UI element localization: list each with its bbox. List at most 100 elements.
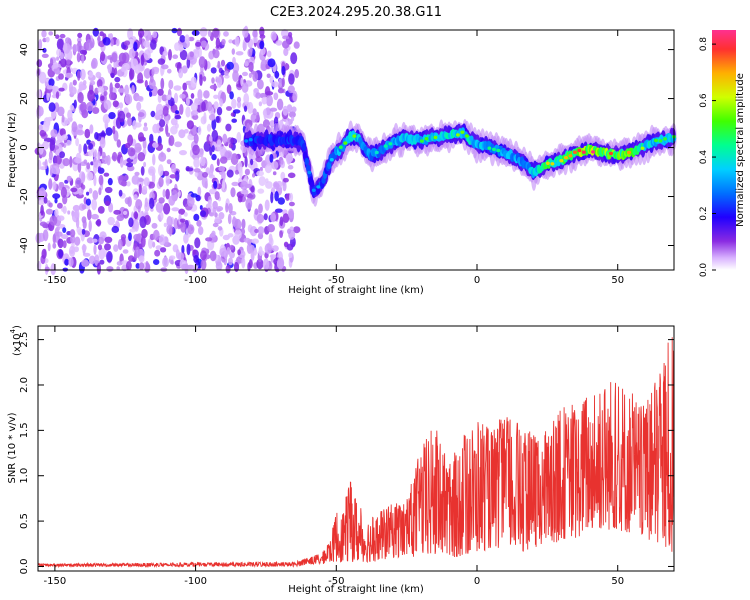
noise-speckle	[110, 38, 114, 47]
noise-speckle	[206, 123, 212, 132]
noise-speckle	[76, 129, 85, 136]
x-tick-label: 0	[474, 576, 480, 587]
noise-speckle	[259, 166, 263, 172]
noise-speckle	[181, 65, 188, 74]
noise-speckle	[160, 247, 167, 253]
noise-speckle	[148, 168, 154, 174]
noise-speckle	[244, 168, 250, 176]
noise-speckle	[127, 116, 133, 127]
noise-speckle	[286, 154, 292, 165]
noise-speckle	[162, 105, 169, 117]
noise-speckle	[256, 111, 260, 122]
noise-speckle	[174, 115, 182, 120]
noise-speckle	[82, 219, 87, 229]
noise-speckle	[137, 112, 145, 118]
noise-speckle	[234, 36, 240, 47]
noise-speckle	[287, 164, 294, 170]
ridge-peak	[419, 139, 424, 143]
noise-speckle	[240, 189, 249, 195]
noise-speckle	[185, 167, 194, 172]
noise-speckle	[272, 171, 277, 176]
noise-speckle	[98, 247, 106, 260]
ridge-peak	[496, 148, 501, 153]
noise-speckle	[248, 61, 254, 72]
noise-speckle	[258, 203, 263, 214]
noise-speckle	[166, 132, 171, 137]
noise-speckle	[69, 156, 73, 168]
ridge-peak	[316, 185, 321, 189]
noise-speckle	[264, 164, 272, 174]
noise-speckle	[52, 242, 57, 249]
noise-speckle	[105, 200, 110, 206]
noise-speckle	[66, 59, 71, 65]
noise-speckle	[231, 98, 237, 109]
noise-speckle	[109, 91, 115, 101]
noise-speckle	[165, 188, 170, 200]
noise-speckle	[118, 189, 123, 197]
noise-speckle	[117, 239, 123, 251]
snr-series-line	[38, 337, 674, 569]
noise-speckle	[242, 27, 249, 38]
noise-speckle	[114, 82, 121, 89]
noise-speckle	[49, 215, 58, 226]
noise-speckle	[154, 249, 161, 257]
ridge-peak	[640, 146, 645, 150]
noise-speckle	[183, 129, 189, 134]
ridge-peak	[545, 161, 550, 165]
noise-speckle	[153, 259, 160, 265]
spectrogram-panel: -150 -100 -50 0 50 -40 -20 0 20 40 Height of str…	[7, 25, 677, 296]
colorbar-label: Normalized spectral amplitude	[735, 73, 746, 227]
noise-speckle	[71, 121, 78, 133]
noise-speckle	[152, 123, 159, 134]
noise-speckle	[171, 27, 178, 34]
noise-speckle	[211, 145, 215, 153]
noise-speckle	[188, 36, 195, 42]
noise-speckle	[265, 91, 274, 96]
noise-speckle	[241, 218, 246, 230]
noise-speckle	[216, 106, 223, 116]
x-tick-label: -50	[328, 275, 344, 286]
noise-speckle	[67, 210, 71, 215]
ridge-peak	[658, 139, 663, 143]
noise-speckle	[132, 120, 138, 130]
x-tick-label: 0	[474, 275, 480, 286]
noise-speckle	[143, 177, 150, 187]
noise-speckle	[74, 157, 82, 164]
noise-speckle	[271, 245, 279, 252]
noise-speckle	[123, 40, 131, 46]
noise-speckle	[168, 225, 173, 237]
noise-speckle	[184, 34, 190, 44]
noise-speckle	[42, 47, 47, 53]
ridge-peak	[388, 142, 393, 146]
noise-speckle	[88, 143, 94, 150]
noise-speckle	[199, 27, 208, 37]
noise-speckle	[116, 261, 123, 266]
noise-speckle	[273, 92, 279, 101]
noise-speckle	[214, 216, 221, 224]
noise-speckle	[92, 190, 99, 200]
noise-speckle	[108, 112, 116, 120]
colorbar-tick-label: 0.2	[699, 206, 709, 220]
noise-speckle	[84, 128, 91, 139]
y-tick-label: 2.5	[19, 332, 30, 348]
noise-speckle	[180, 222, 187, 233]
noise-speckle	[99, 137, 106, 149]
noise-speckle	[179, 93, 186, 99]
noise-speckle	[148, 181, 155, 189]
noise-speckle	[225, 123, 232, 132]
noise-speckle	[107, 177, 113, 186]
noise-speckle	[198, 148, 204, 158]
noise-speckle	[263, 108, 267, 121]
noise-speckle	[282, 213, 290, 224]
noise-speckle	[56, 56, 60, 61]
noise-speckle	[55, 231, 63, 237]
noise-speckle	[97, 206, 105, 214]
ridge-peak	[383, 144, 388, 148]
noise-speckle	[236, 131, 242, 143]
noise-speckle	[269, 153, 274, 163]
noise-speckle	[127, 147, 136, 157]
noise-speckle	[228, 39, 233, 44]
noise-speckle	[221, 38, 226, 46]
noise-speckle	[116, 139, 122, 148]
noise-speckle	[212, 222, 219, 228]
